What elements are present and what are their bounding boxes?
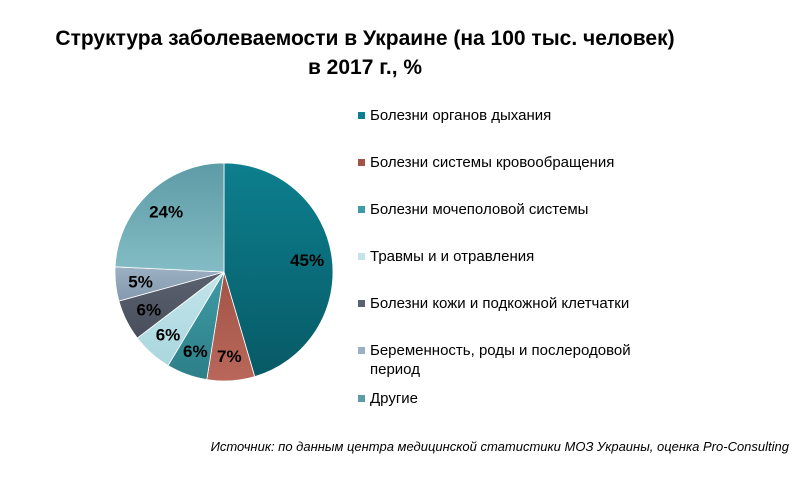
chart-title-line-2: в 2017 г., % bbox=[307, 56, 423, 79]
legend-swatch bbox=[358, 300, 365, 307]
legend-item: Болезни органов дыхания bbox=[358, 106, 670, 125]
legend-swatch bbox=[358, 395, 365, 402]
legend-swatch bbox=[358, 159, 365, 166]
slice-value-label: 6% bbox=[183, 342, 208, 361]
legend-item: Другие bbox=[358, 389, 670, 408]
legend-label: Болезни органов дыхания bbox=[370, 107, 552, 124]
slice-value-label: 6% bbox=[156, 326, 181, 345]
legend-label: Болезни системы кровообращения bbox=[370, 154, 615, 171]
slice-value-label: 45% bbox=[290, 251, 324, 270]
source-note: Источник: по данным центра медицинской с… bbox=[210, 439, 789, 454]
slice-value-label: 5% bbox=[128, 272, 153, 291]
legend-swatch bbox=[358, 347, 365, 354]
legend-swatch bbox=[358, 206, 365, 213]
legend-item: Болезни кожи и подкожной клетчатки bbox=[358, 294, 670, 313]
legend-item: Беременность, роды и послеродовой период bbox=[358, 341, 670, 379]
slice-value-label: 7% bbox=[217, 347, 242, 366]
legend-swatch bbox=[358, 253, 365, 260]
legend-label: Беременность, роды и послеродовой период bbox=[370, 342, 631, 378]
legend-label: Травмы и и отравления bbox=[370, 248, 535, 265]
slice-value-label: 24% bbox=[149, 202, 183, 221]
legend-label: Болезни мочеполовой системы bbox=[370, 201, 589, 218]
legend-item: Болезни системы кровообращения bbox=[358, 153, 670, 172]
legend-label: Болезни кожи и подкожной клетчатки bbox=[370, 295, 630, 312]
pie-slice bbox=[114, 162, 225, 273]
slice-value-label: 6% bbox=[137, 300, 162, 319]
legend-item: Болезни мочеполовой системы bbox=[358, 200, 670, 219]
legend-swatch bbox=[358, 112, 365, 119]
chart-title-line-1: Структура заболеваемости в Украине (на 1… bbox=[55, 27, 675, 50]
chart-title: Структура заболеваемости в Украине (на 1… bbox=[0, 24, 730, 82]
legend-item: Травмы и и отравления bbox=[358, 247, 670, 266]
legend-label: Другие bbox=[370, 390, 419, 407]
pie-slice bbox=[223, 162, 334, 378]
